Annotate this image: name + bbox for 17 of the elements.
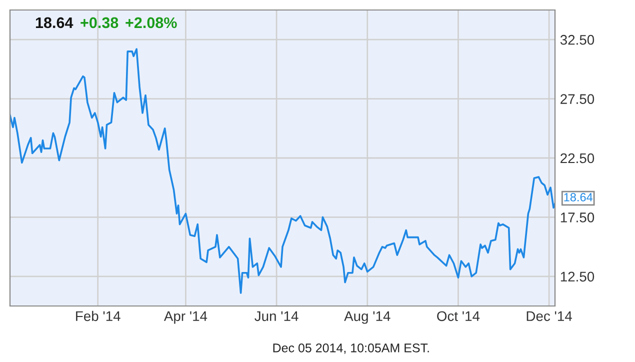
x-tick-label: Apr '14 <box>164 311 208 324</box>
x-tick-label: Oct '14 <box>437 311 480 322</box>
line-series <box>10 48 555 294</box>
x-tick-label: Feb '14 <box>76 310 120 322</box>
text: Dec 05 2014, 10:05AM EST. <box>273 344 429 354</box>
y-tick-label: 22.50 <box>560 153 594 164</box>
x-tick-label: Aug '14 <box>344 311 390 324</box>
chart-title: 18.64 <box>36 17 74 28</box>
y-tick-label: 27.50 <box>560 94 594 104</box>
y-tick-label: 12.50 <box>560 272 594 282</box>
x-tick-label: Dec '14 <box>526 311 572 322</box>
annotation: +2.08% <box>126 17 177 28</box>
y-tick-label: 17.50 <box>560 212 594 222</box>
y-tick-label: 32.50 <box>560 34 594 45</box>
annotation: +0.38 <box>80 17 118 28</box>
x-tick-label: Jun '14 <box>254 311 298 322</box>
annotation: 18.64 <box>564 193 593 202</box>
